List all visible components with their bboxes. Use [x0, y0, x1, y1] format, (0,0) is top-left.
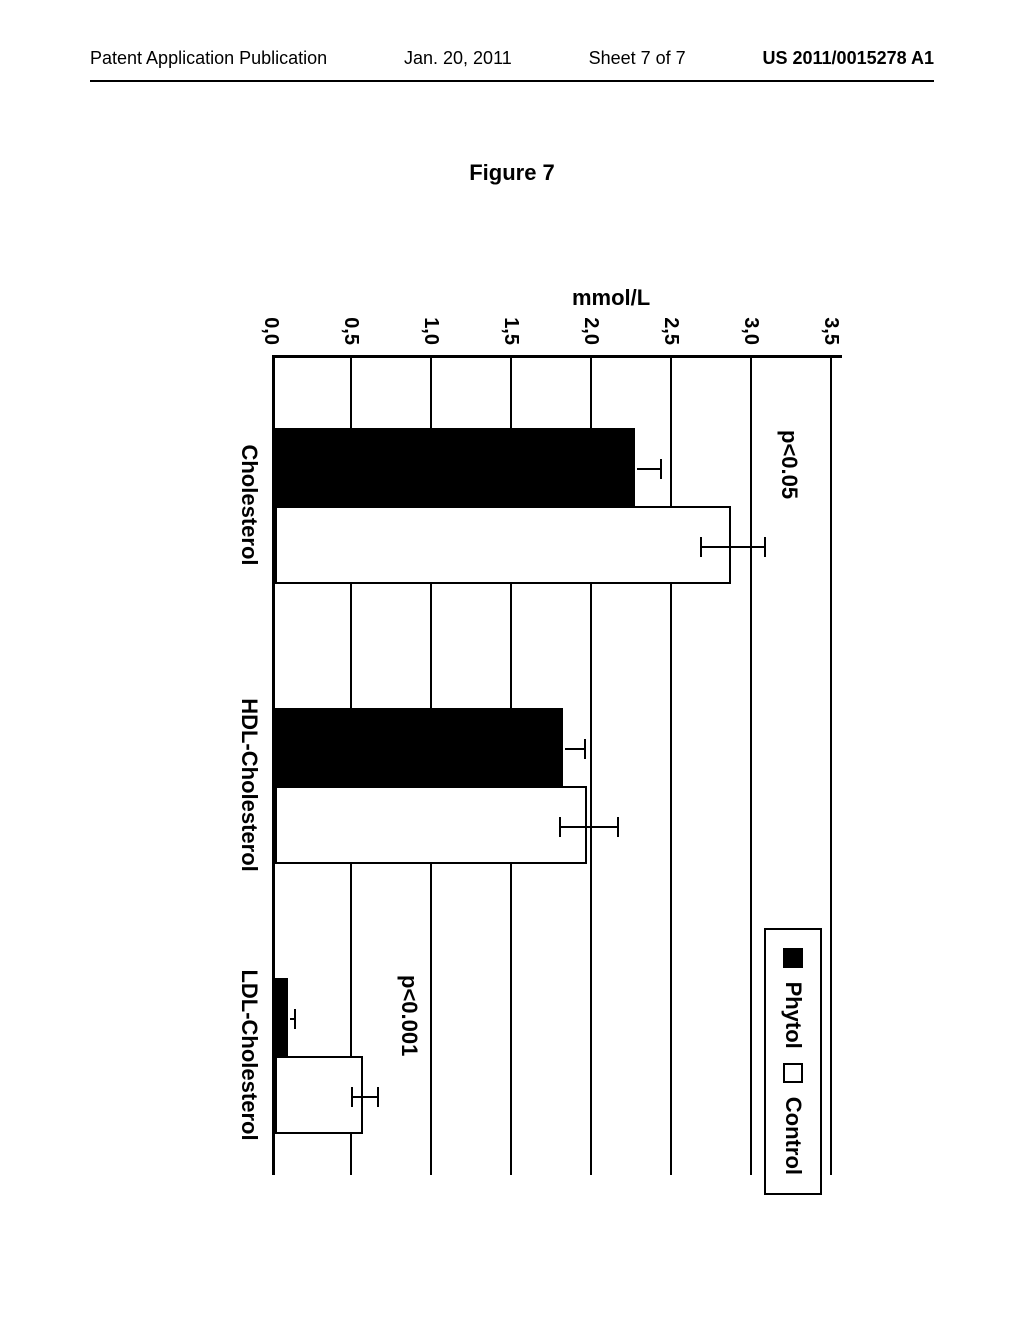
ytick-label: 3,0 [739, 265, 762, 345]
bar-chart: 0,0 0,5 1,0 1,5 2,0 2,5 3,0 3,5 mmol/L C… [152, 265, 872, 1215]
figure-label: Figure 7 [0, 160, 1024, 186]
doc-number: US 2011/0015278 A1 [763, 48, 934, 69]
category-label: Cholesterol [236, 405, 262, 605]
legend-swatch-control [783, 1063, 803, 1083]
bar-control [275, 1056, 363, 1134]
pub-type: Patent Application Publication [90, 48, 327, 69]
ytick-label: 3,5 [819, 265, 842, 345]
legend-label-control: Control [780, 1097, 806, 1175]
ytick-label: 1,5 [499, 265, 522, 345]
ytick-label: 2,5 [659, 265, 682, 345]
y-axis-label: mmol/L [572, 285, 650, 311]
error-bar [701, 546, 733, 548]
bar-control [275, 786, 587, 864]
sheet-number: Sheet 7 of 7 [589, 48, 686, 69]
header-rule [90, 80, 934, 82]
error-bar [589, 826, 618, 828]
ytick-label: 1,0 [419, 265, 442, 345]
bar-phytol [275, 978, 288, 1056]
ytick-label: 0,0 [259, 265, 282, 345]
legend-swatch-phytol [783, 948, 803, 968]
legend-label-phytol: Phytol [780, 982, 806, 1049]
ytick-label: 0,5 [339, 265, 362, 345]
bar-phytol [275, 428, 635, 506]
category-label: LDL-Cholesterol [236, 935, 262, 1175]
chart-container: 0,0 0,5 1,0 1,5 2,0 2,5 3,0 3,5 mmol/L C… [0, 200, 1024, 1280]
pub-date: Jan. 20, 2011 [404, 48, 512, 69]
gridline [831, 358, 833, 1175]
error-bar [637, 468, 661, 470]
error-bar [733, 546, 765, 548]
pvalue-label: p<0.001 [396, 975, 422, 1056]
bar-control [275, 506, 731, 584]
error-bar [560, 826, 589, 828]
pvalue-label: p<0.05 [776, 430, 802, 499]
error-bar [290, 1018, 295, 1020]
gridline [671, 358, 673, 1175]
plot-area [272, 355, 832, 1175]
gridline [751, 358, 753, 1175]
category-label: HDL-Cholesterol [236, 665, 262, 905]
legend: Phytol Control [764, 928, 822, 1195]
axis-top-tick [832, 355, 842, 358]
error-bar [352, 1096, 365, 1098]
error-bar [565, 748, 585, 750]
error-bar [365, 1096, 378, 1098]
bar-phytol [275, 708, 563, 786]
